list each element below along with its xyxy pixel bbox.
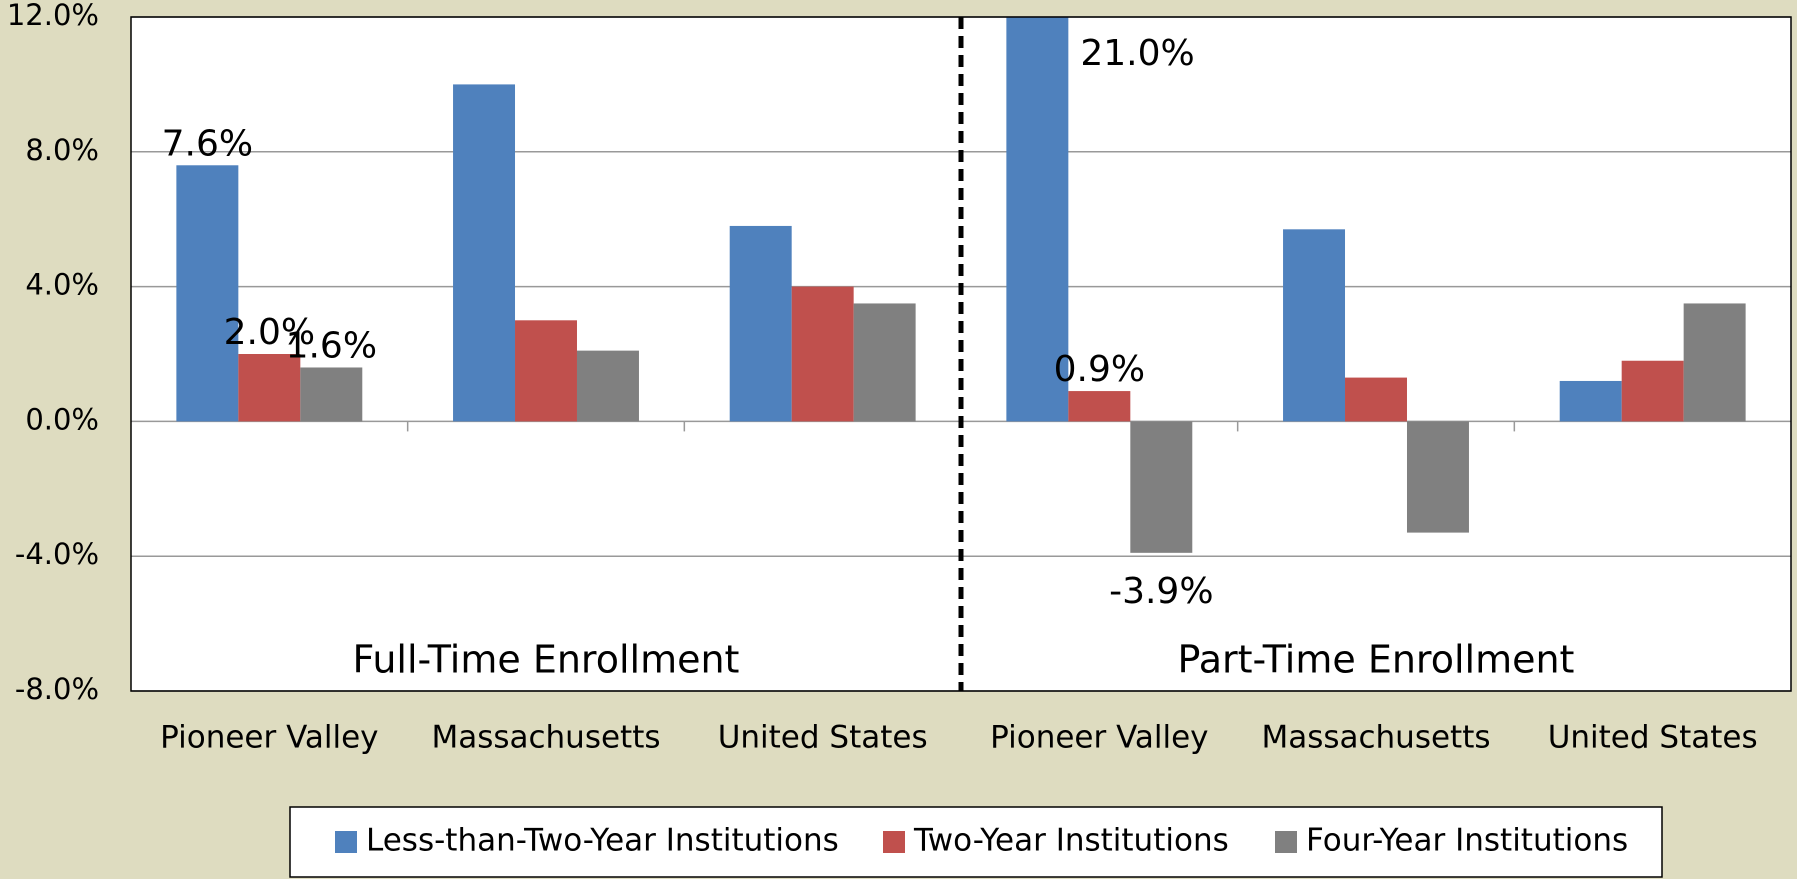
bar <box>515 320 577 422</box>
bar <box>1130 421 1193 553</box>
legend-swatch <box>883 831 905 853</box>
y-tick-label: 8.0% <box>25 133 99 167</box>
y-tick-label: -4.0% <box>15 537 99 571</box>
bar <box>791 286 854 422</box>
bar <box>1683 303 1746 422</box>
data-label: 21.0% <box>1080 33 1194 74</box>
bar <box>1621 360 1684 422</box>
bar <box>1068 391 1131 422</box>
y-tick-label: 4.0% <box>25 268 99 302</box>
section-label: Part-Time Enrollment <box>1178 638 1575 682</box>
legend-label: Four-Year Institutions <box>1306 823 1628 859</box>
bars <box>176 17 1746 553</box>
bar <box>853 303 916 422</box>
x-tick-label: Massachusetts <box>1261 720 1490 756</box>
bar <box>1006 17 1069 422</box>
x-tick-label: Pioneer Valley <box>160 720 378 756</box>
x-tick-label: United States <box>718 720 928 756</box>
bar <box>1406 421 1469 533</box>
bar <box>1283 229 1346 422</box>
x-tick-label: Massachusetts <box>431 720 660 756</box>
bar <box>176 165 239 422</box>
bar <box>1559 380 1622 422</box>
y-tick-label: 0.0% <box>25 402 99 436</box>
y-tick-label: 12.0% <box>7 0 99 32</box>
data-label: 0.9% <box>1054 349 1145 390</box>
bar <box>300 367 363 422</box>
bar <box>453 84 516 422</box>
bar <box>576 350 639 422</box>
section-label: Full-Time Enrollment <box>353 638 740 682</box>
legend-label: Less-than-Two-Year Institutions <box>366 823 839 859</box>
data-label: -3.9% <box>1109 571 1213 612</box>
x-tick-label: United States <box>1548 720 1758 756</box>
y-tick-label: -8.0% <box>15 672 99 706</box>
x-tick-label: Pioneer Valley <box>990 720 1208 756</box>
legend-box <box>289 806 1663 878</box>
legend-swatch <box>335 831 357 853</box>
legend-label: Two-Year Institutions <box>913 823 1229 859</box>
bar <box>729 225 792 422</box>
data-label: 7.6% <box>162 123 253 164</box>
bar <box>1345 377 1407 422</box>
legend-swatch <box>1275 831 1297 853</box>
data-label: 2.0% <box>224 312 315 353</box>
data-label: 1.6% <box>286 325 377 366</box>
bar <box>238 354 301 422</box>
